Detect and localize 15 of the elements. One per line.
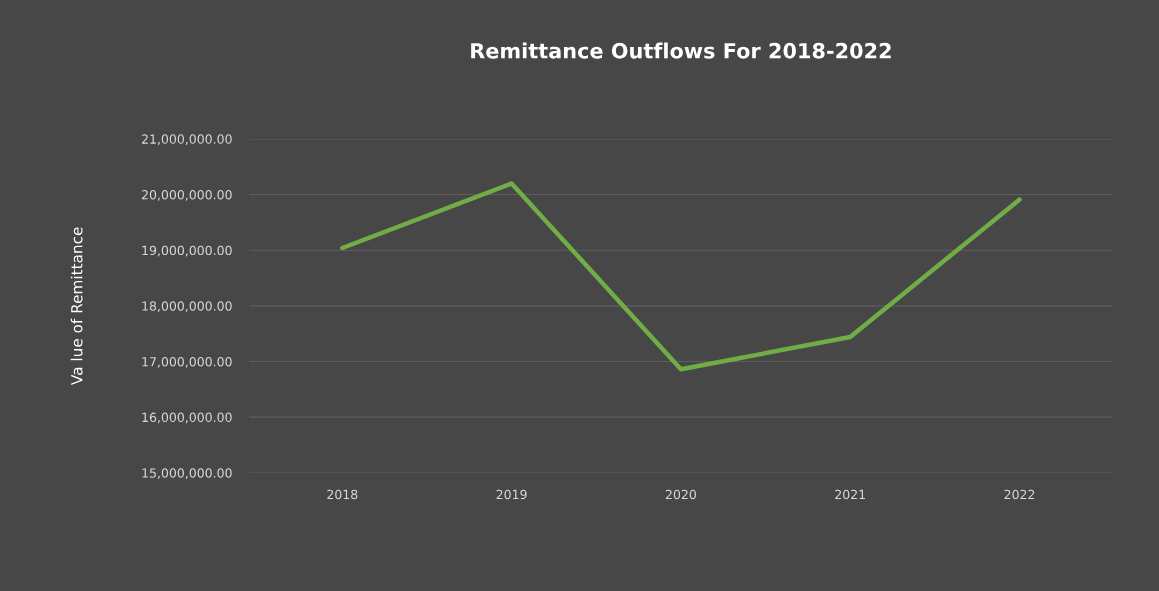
x-tick-label: 2020 [665, 489, 696, 500]
y-tick-label: 19,000,000.00 [142, 245, 232, 257]
y-tick-label: 20,000,000.00 [141, 190, 232, 201]
x-tick-label: 2022 [1004, 489, 1035, 500]
x-tick-label: 2019 [496, 489, 527, 500]
y-tick-label: 18,000,000.00 [142, 301, 232, 313]
line-series [340, 181, 1022, 372]
y-tick-label: 21,000,000.00 [141, 134, 232, 146]
chart-title: Remittance Outflows For 2018-2022 [471, 42, 891, 59]
y-tick-label: 16,000,000.00 [142, 412, 232, 424]
y-tick-label: 17,000,000.00 [142, 356, 232, 368]
y-axis-title: Va lue of Remittance [70, 227, 83, 385]
y-tick-label: 15,000,000.00 [142, 468, 232, 479]
x-tick-label: 2018 [327, 489, 358, 500]
x-tick-label: 2021 [835, 489, 865, 500]
